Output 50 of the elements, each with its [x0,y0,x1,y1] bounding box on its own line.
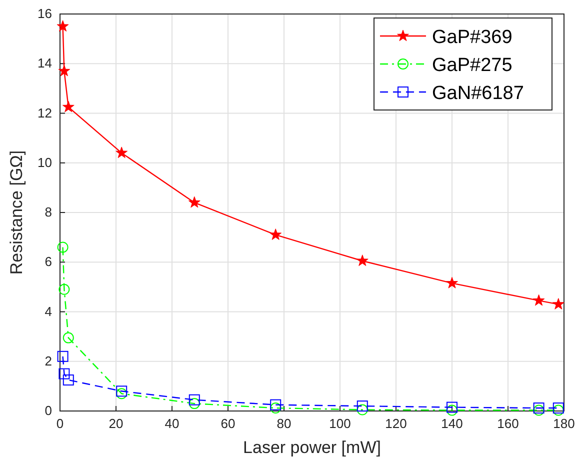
x-tick-label: 60 [220,416,236,431]
point [270,402,282,414]
point [116,386,128,397]
x-axis-title: Laser power [mW] [243,438,381,457]
point [58,368,70,380]
x-tick-label: 80 [276,416,292,431]
point [552,298,564,310]
point [188,394,200,406]
point [270,228,282,240]
y-axis-title: Resistance [GΩ] [7,150,26,275]
point [356,404,368,416]
x-tick-label: 140 [441,416,463,431]
x-tick-label: 100 [329,416,351,431]
x-tick-label: 40 [164,416,180,431]
point [270,399,282,410]
point [56,20,69,32]
point [446,276,458,288]
y-tick-label: 2 [44,353,52,368]
point [116,146,128,158]
x-tick-label: 0 [56,416,64,431]
point [532,294,545,306]
x-tick-label: 160 [497,416,519,431]
point [188,196,200,208]
point [57,350,68,362]
point [356,400,368,412]
point [62,374,74,386]
y-tick-label: 16 [38,6,52,21]
y-tick-label: 10 [38,154,52,170]
point [62,332,74,344]
y-tick-label: 6 [44,254,52,270]
legend-label: GaP#275 [432,55,512,76]
point [116,388,128,400]
point [446,404,458,416]
point [62,100,74,112]
point [58,284,70,295]
y-tick-label: 0 [44,403,52,418]
point [446,402,458,413]
y-tick-label: 8 [44,204,52,220]
point [58,64,70,76]
y-tick-label: 12 [38,105,52,120]
point [356,254,368,266]
x-tick-label: 120 [385,416,407,431]
point [57,242,68,253]
x-tick-label: 20 [108,416,124,431]
legend-label: GaP#369 [432,27,512,48]
y-tick-label: 4 [44,304,52,319]
legend-label: GaN#6187 [432,83,524,104]
y-tick-label: 14 [38,56,52,71]
x-tick-label: 180 [553,416,575,431]
point [188,398,200,410]
